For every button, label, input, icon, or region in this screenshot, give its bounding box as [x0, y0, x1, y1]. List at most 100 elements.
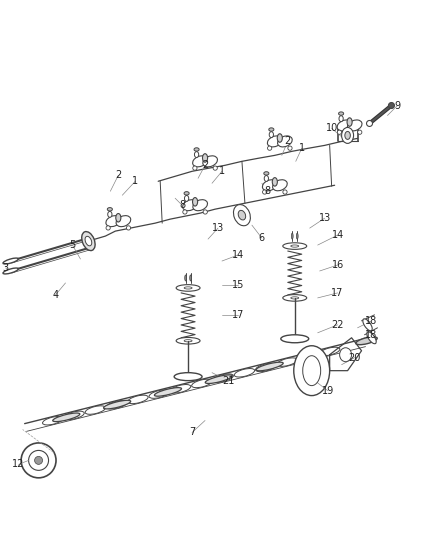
Ellipse shape [64, 411, 84, 419]
Ellipse shape [347, 118, 352, 126]
Ellipse shape [190, 275, 191, 281]
Ellipse shape [283, 190, 287, 194]
Text: 7: 7 [189, 427, 195, 438]
Ellipse shape [256, 362, 283, 371]
Ellipse shape [170, 384, 191, 393]
Ellipse shape [268, 136, 282, 147]
Ellipse shape [183, 210, 187, 214]
Text: 16: 16 [332, 260, 344, 270]
Ellipse shape [106, 400, 127, 409]
Ellipse shape [272, 180, 287, 191]
Ellipse shape [194, 151, 199, 158]
Ellipse shape [184, 287, 192, 289]
Ellipse shape [183, 200, 197, 211]
Ellipse shape [185, 275, 187, 281]
Ellipse shape [342, 127, 353, 143]
Text: 17: 17 [232, 310, 244, 320]
Text: 2: 2 [202, 160, 208, 171]
Ellipse shape [193, 198, 198, 206]
Text: 10: 10 [325, 124, 338, 133]
Ellipse shape [176, 337, 200, 344]
Ellipse shape [184, 192, 189, 195]
Ellipse shape [262, 180, 277, 191]
Ellipse shape [193, 156, 207, 167]
Ellipse shape [103, 400, 131, 409]
Ellipse shape [264, 172, 269, 175]
Ellipse shape [294, 346, 330, 395]
Ellipse shape [42, 416, 63, 425]
Ellipse shape [155, 387, 181, 396]
Ellipse shape [53, 413, 80, 422]
Ellipse shape [339, 116, 343, 122]
Ellipse shape [339, 348, 352, 362]
Ellipse shape [297, 233, 298, 239]
Text: 14: 14 [332, 230, 344, 240]
Ellipse shape [213, 166, 217, 170]
Text: 8: 8 [179, 200, 185, 210]
Text: 2: 2 [285, 136, 291, 147]
Text: 6: 6 [259, 233, 265, 243]
Ellipse shape [269, 132, 273, 138]
Ellipse shape [205, 375, 232, 384]
Ellipse shape [389, 102, 395, 109]
Ellipse shape [194, 148, 199, 151]
Text: 12: 12 [12, 459, 25, 470]
Ellipse shape [268, 146, 272, 150]
Text: 5: 5 [69, 240, 76, 250]
Ellipse shape [174, 373, 202, 381]
Ellipse shape [256, 363, 276, 372]
Text: 1: 1 [132, 176, 138, 186]
Ellipse shape [192, 379, 212, 387]
Ellipse shape [234, 368, 254, 377]
Text: 13: 13 [212, 223, 224, 233]
Ellipse shape [356, 337, 377, 345]
Ellipse shape [278, 136, 292, 147]
Ellipse shape [85, 236, 92, 246]
Ellipse shape [337, 120, 352, 131]
Ellipse shape [116, 214, 121, 222]
Ellipse shape [116, 216, 131, 227]
Ellipse shape [213, 374, 233, 382]
Ellipse shape [277, 134, 283, 142]
Ellipse shape [345, 132, 350, 140]
Ellipse shape [298, 352, 318, 361]
Text: 18: 18 [365, 330, 378, 340]
Ellipse shape [339, 112, 344, 115]
Ellipse shape [288, 146, 292, 150]
Ellipse shape [149, 390, 170, 398]
Ellipse shape [238, 211, 246, 220]
Ellipse shape [363, 319, 372, 331]
Ellipse shape [319, 347, 340, 356]
Ellipse shape [358, 130, 362, 134]
Ellipse shape [281, 335, 309, 343]
Ellipse shape [85, 406, 106, 414]
Text: 21: 21 [222, 376, 234, 386]
Text: 8: 8 [265, 186, 271, 196]
Text: 22: 22 [332, 320, 344, 330]
Ellipse shape [367, 332, 376, 344]
Text: 1: 1 [299, 143, 305, 154]
Text: 18: 18 [365, 316, 378, 326]
Ellipse shape [202, 154, 208, 162]
Ellipse shape [106, 216, 120, 227]
Ellipse shape [107, 207, 113, 211]
Text: 19: 19 [321, 385, 334, 395]
Ellipse shape [233, 205, 251, 226]
Ellipse shape [283, 243, 307, 249]
Text: 13: 13 [318, 213, 331, 223]
Ellipse shape [193, 166, 197, 170]
Ellipse shape [269, 128, 274, 131]
Ellipse shape [203, 156, 217, 167]
Text: 15: 15 [232, 280, 244, 290]
Ellipse shape [264, 175, 268, 181]
Ellipse shape [283, 295, 307, 301]
Ellipse shape [176, 285, 200, 291]
Ellipse shape [277, 358, 297, 366]
Text: 3: 3 [3, 263, 9, 273]
Ellipse shape [367, 120, 372, 126]
Text: 20: 20 [348, 353, 361, 363]
Ellipse shape [108, 212, 112, 217]
Ellipse shape [203, 210, 207, 214]
Text: 2: 2 [115, 170, 121, 180]
Ellipse shape [291, 297, 299, 299]
